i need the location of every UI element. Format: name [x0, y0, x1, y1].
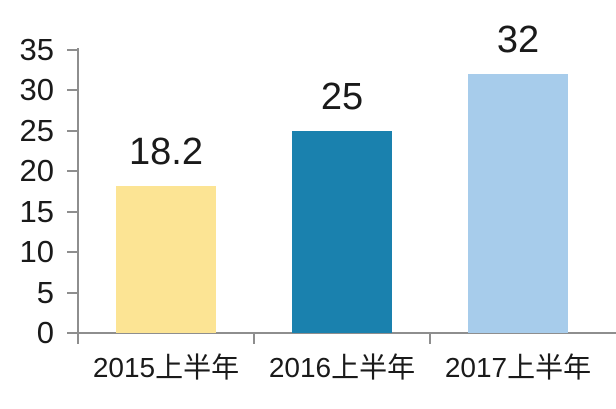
y-axis-tick	[67, 129, 78, 132]
y-axis-tick	[67, 170, 78, 172]
y-axis-tick-label: 35	[19, 31, 54, 67]
y-axis-tick-label: 0	[36, 315, 54, 350]
y-axis-tick	[67, 48, 78, 51]
x-axis-tick	[253, 333, 255, 344]
y-axis-tick-label: 25	[19, 112, 54, 148]
y-axis-tick-label: 15	[19, 193, 54, 229]
data-label: 18.2	[129, 130, 203, 173]
x-axis-category-label: 2017上半年	[444, 352, 592, 383]
y-axis-tick-label: 20	[19, 153, 54, 188]
y-axis-tick	[67, 251, 78, 253]
bar	[468, 73, 568, 333]
data-label: 25	[320, 75, 364, 118]
y-axis-tick-label: 30	[19, 72, 54, 107]
y-axis-tick-label: 5	[36, 274, 54, 310]
y-axis-tick	[67, 291, 78, 294]
y-axis-tick	[67, 89, 78, 91]
bar	[116, 185, 216, 333]
x-axis-line	[77, 332, 616, 334]
bar	[292, 130, 392, 333]
y-axis-tick-label: 10	[19, 234, 54, 269]
y-axis-tick	[67, 332, 78, 334]
x-axis-category-label: 2015上半年	[92, 352, 240, 383]
y-axis-line	[77, 48, 79, 344]
data-label: 32	[496, 18, 540, 61]
x-axis-tick	[429, 333, 431, 344]
x-axis-category-label: 2016上半年	[268, 352, 416, 383]
y-axis-tick	[67, 210, 78, 213]
